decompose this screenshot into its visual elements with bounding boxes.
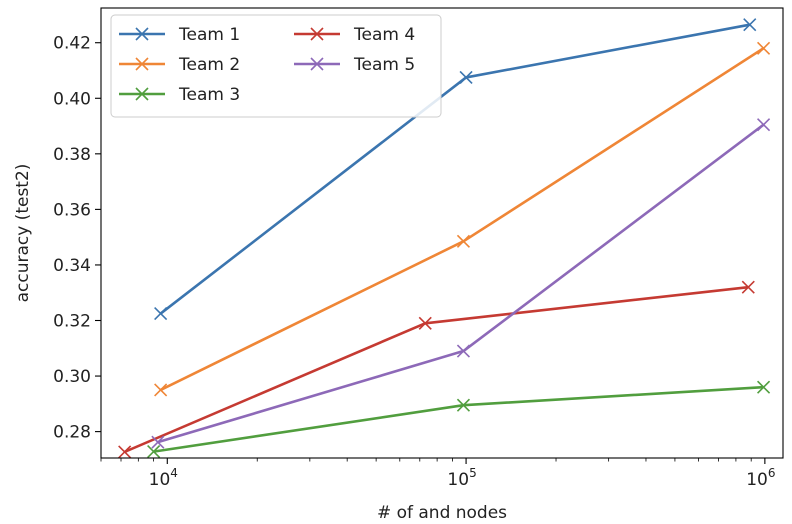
y-tick-label: 0.32 (53, 312, 91, 332)
legend-label: Team 3 (178, 85, 240, 105)
data-point-marker (154, 306, 168, 321)
x-marker-stroke (756, 380, 771, 394)
x-marker-stroke (456, 234, 471, 248)
data-point-marker (147, 445, 161, 459)
x-marker-stroke (154, 383, 168, 397)
legend-label: Team 2 (178, 55, 240, 75)
legend-label: Team 1 (178, 25, 240, 45)
data-point-marker (756, 41, 771, 55)
x-tick-base: 10 (447, 470, 469, 490)
y-tick-label: 0.34 (53, 256, 91, 276)
legend-item: Team 5 (294, 55, 415, 75)
y-tick-label: 0.36 (53, 200, 91, 220)
plot-frame (100, 7, 784, 459)
series-5 (151, 118, 771, 449)
series-line (124, 285, 749, 454)
x-marker-stroke (418, 316, 432, 330)
legend-label: Team 5 (353, 55, 415, 75)
x-tick-exponent: 6 (768, 466, 776, 480)
legend-item: Team 4 (294, 25, 415, 45)
legend-label: Team 4 (353, 25, 415, 45)
data-point-marker (459, 70, 473, 85)
series-3 (147, 380, 771, 459)
x-marker-stroke (310, 57, 324, 71)
data-point-marker (456, 344, 471, 358)
x-marker-stroke (756, 41, 771, 55)
data-point-marker (756, 118, 771, 132)
data-point-marker (418, 316, 432, 330)
x-marker-stroke (741, 280, 755, 294)
x-axis: 104 105 106 (100, 458, 776, 490)
x-tick-label: 105 (447, 466, 476, 490)
x-marker-stroke (756, 118, 771, 132)
x-marker-stroke (135, 27, 149, 41)
x-marker-stroke (135, 57, 149, 71)
x-marker-stroke (310, 27, 324, 41)
x-marker-stroke (459, 70, 473, 85)
y-axis: 0.28 0.30 0.32 0.34 0.36 0.38 0.40 0.42 (53, 34, 101, 443)
plot-lines (118, 18, 771, 459)
data-point-marker (456, 398, 471, 412)
x-tick-label: 104 (149, 466, 178, 490)
data-point-marker (154, 383, 168, 397)
legend-box (110, 14, 442, 118)
y-tick-label: 0.28 (53, 423, 91, 443)
series-4 (118, 280, 755, 459)
legend-item: Team 2 (119, 55, 240, 75)
x-marker-stroke (154, 306, 168, 321)
x-marker-stroke (147, 445, 161, 459)
series-1 (154, 18, 757, 321)
series-2 (154, 41, 771, 397)
y-tick-label: 0.40 (53, 89, 91, 109)
legend-item: Team 1 (119, 25, 240, 45)
y-tick-label: 0.38 (53, 145, 91, 165)
x-marker-stroke (456, 344, 471, 358)
x-marker-stroke (135, 87, 149, 101)
y-tick-label: 0.30 (53, 367, 91, 387)
legend: Team 1 Team 2 Team 3 Team 4 Team 5 (110, 14, 442, 118)
x-tick-base: 10 (746, 470, 768, 490)
series-line (153, 385, 764, 453)
data-point-marker (151, 435, 165, 449)
data-point-marker (743, 18, 757, 32)
x-tick-label: 106 (746, 466, 775, 490)
y-axis-label: accuracy (test2) (13, 164, 33, 303)
x-marker-stroke (118, 445, 132, 459)
x-tick-exponent: 5 (469, 466, 477, 480)
data-point-marker (756, 380, 771, 394)
x-marker-stroke (151, 435, 165, 449)
x-axis-label: # of and nodes (377, 503, 507, 523)
y-tick-label: 0.42 (53, 34, 91, 54)
data-point-marker (741, 280, 755, 294)
x-tick-base: 10 (149, 470, 171, 490)
series-line (157, 123, 765, 444)
data-point-marker (118, 445, 132, 459)
data-point-marker (456, 234, 471, 248)
x-marker-stroke (743, 18, 757, 32)
x-tick-exponent: 4 (170, 466, 178, 480)
x-marker-stroke (456, 398, 471, 412)
legend-item: Team 3 (119, 85, 240, 105)
